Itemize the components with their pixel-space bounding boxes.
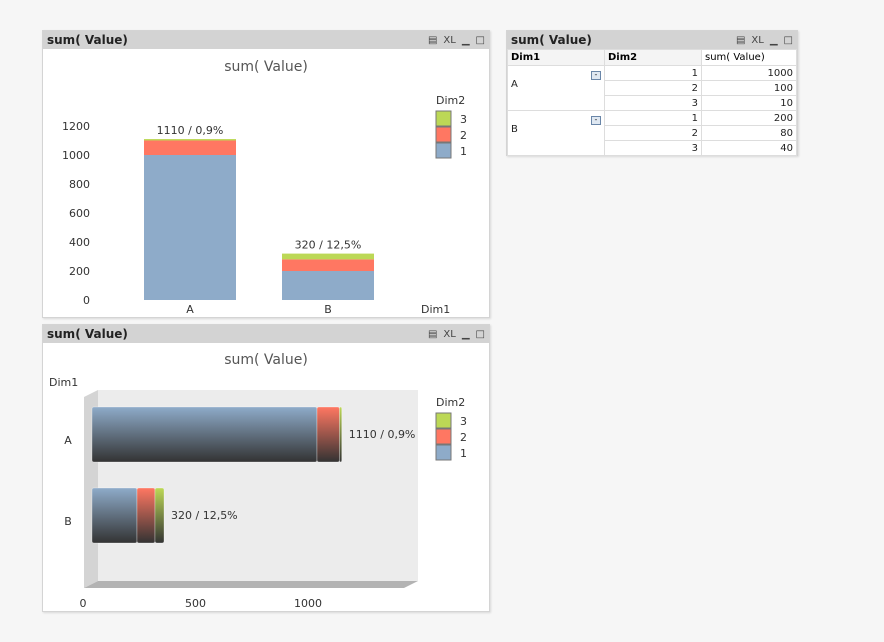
x-axis-label: Dim1 bbox=[421, 303, 450, 316]
value-cell[interactable]: 80 bbox=[701, 125, 797, 141]
maximize-icon[interactable]: □ bbox=[475, 328, 485, 340]
value-cell[interactable]: 100 bbox=[701, 80, 797, 96]
pivot-table: Dim1 Dim2 sum( Value) - A 1 1000 2 100 3 10- B 1 2… bbox=[507, 49, 797, 156]
dim2-cell[interactable]: 1 bbox=[604, 65, 702, 81]
bar-A-1 bbox=[144, 155, 236, 300]
dim2-cell[interactable]: 3 bbox=[604, 95, 702, 111]
table-caption[interactable]: sum( Value) ▤ XL ▁ □ bbox=[507, 31, 797, 49]
legend-label-1: 1 bbox=[460, 145, 467, 158]
dim2-cell[interactable]: 3 bbox=[604, 140, 702, 156]
table-row: 2 100 bbox=[508, 80, 797, 96]
x-tick-label: 1000 bbox=[294, 597, 322, 610]
bar-B-1 bbox=[91, 487, 138, 544]
bar-B-1 bbox=[282, 271, 374, 300]
caption-title: sum( Value) bbox=[511, 33, 592, 47]
chart2-box[interactable]: sum( Value) ▤ XL ▁ □ sum( Value) Dim1 1110… bbox=[42, 324, 490, 612]
y-tick-label: 0 bbox=[83, 294, 90, 307]
caption-title: sum( Value) bbox=[47, 327, 128, 341]
x-tick-label: B bbox=[324, 303, 332, 316]
legend-swatch-2 bbox=[435, 428, 452, 445]
y-tick-label: B bbox=[64, 515, 72, 528]
collapse-icon[interactable]: - bbox=[591, 71, 601, 80]
chart-title: sum( Value) bbox=[224, 352, 308, 368]
dim1-label: B bbox=[511, 124, 518, 135]
bar-A-2 bbox=[144, 140, 236, 155]
dim2-cell[interactable]: 1 bbox=[604, 110, 702, 126]
xl-icon[interactable]: XL bbox=[443, 328, 456, 340]
y-tick-label: 800 bbox=[69, 178, 90, 191]
legend-swatch-3 bbox=[435, 110, 452, 127]
x-tick-label: 500 bbox=[185, 597, 206, 610]
bar-A-3 bbox=[339, 406, 343, 463]
dim1-label: A bbox=[511, 79, 518, 90]
data-label: 320 / 12,5% bbox=[171, 509, 238, 522]
dim2-cell[interactable]: 2 bbox=[604, 80, 702, 96]
value-cell[interactable]: 10 bbox=[701, 95, 797, 111]
value-cell[interactable]: 200 bbox=[701, 110, 797, 126]
legend-label-2: 2 bbox=[460, 431, 467, 444]
bar-A-3 bbox=[144, 139, 236, 141]
table-row: - B 1 200 bbox=[507, 110, 797, 156]
y-tick-label: A bbox=[64, 434, 72, 447]
y-tick-label: 1000 bbox=[62, 149, 90, 162]
x-tick-label: A bbox=[186, 303, 194, 316]
chart2-plot: sum( Value) Dim1 1110 / 0,9% A 320 / 12,5% B 0… bbox=[49, 352, 467, 610]
legend-label-3: 3 bbox=[460, 415, 467, 428]
floor bbox=[84, 581, 418, 588]
chart1-plot: sum( Value) 0 200 400 600 800 1000 1200 1110 / 0… bbox=[62, 59, 467, 316]
minimize-icon[interactable]: ▁ bbox=[461, 34, 470, 46]
dim1-cell[interactable]: -A bbox=[507, 65, 605, 111]
legend-label-1: 1 bbox=[460, 447, 467, 460]
data-label: 320 / 12,5% bbox=[295, 239, 362, 252]
xl-icon[interactable]: XL bbox=[443, 34, 456, 46]
print-icon[interactable]: ▤ bbox=[427, 34, 438, 46]
print-icon[interactable]: ▤ bbox=[427, 328, 438, 340]
bar-B-3 bbox=[282, 253, 374, 260]
y-axis-label: Dim1 bbox=[49, 376, 78, 389]
y-tick-label: 400 bbox=[69, 236, 90, 249]
data-label: 1110 / 0,9% bbox=[349, 428, 416, 441]
x-tick-label: 0 bbox=[80, 597, 87, 610]
maximize-icon[interactable]: □ bbox=[783, 34, 793, 46]
header-dim1[interactable]: Dim1 bbox=[507, 49, 605, 66]
y-tick-label: 1200 bbox=[62, 120, 90, 133]
chart1-caption[interactable]: sum( Value) ▤ XL ▁ □ bbox=[43, 31, 489, 49]
legend-swatch-3 bbox=[435, 412, 452, 429]
data-label: 1110 / 0,9% bbox=[157, 124, 224, 137]
value-cell[interactable]: 1000 bbox=[701, 65, 797, 81]
caption-title: sum( Value) bbox=[47, 33, 128, 47]
legend-title: Dim2 bbox=[436, 396, 465, 409]
bar-B-2 bbox=[282, 259, 374, 271]
legend-swatch-1 bbox=[435, 142, 452, 159]
legend-swatch-2 bbox=[435, 126, 452, 143]
y-tick-label: 600 bbox=[69, 207, 90, 220]
chart2-caption[interactable]: sum( Value) ▤ XL ▁ □ bbox=[43, 325, 489, 343]
table-row: - A 1 1000 bbox=[507, 65, 797, 111]
print-icon[interactable]: ▤ bbox=[735, 34, 746, 46]
table-box[interactable]: sum( Value) ▤ XL ▁ □ Dim1 Dim2 sum( Valu… bbox=[506, 30, 798, 156]
legend-label-2: 2 bbox=[460, 129, 467, 142]
value-cell[interactable]: 40 bbox=[701, 140, 797, 156]
y-tick-label: 200 bbox=[69, 265, 90, 278]
chart-title: sum( Value) bbox=[224, 59, 308, 75]
dim1-cell[interactable]: -B bbox=[507, 110, 605, 156]
bar-A-2 bbox=[316, 406, 340, 463]
bar-B-3 bbox=[154, 487, 165, 544]
minimize-icon[interactable]: ▁ bbox=[461, 328, 470, 340]
legend-swatch-1 bbox=[435, 444, 452, 461]
legend-label-3: 3 bbox=[460, 113, 467, 126]
table-row: 3 40 bbox=[508, 140, 797, 156]
collapse-icon[interactable]: - bbox=[591, 116, 601, 125]
dim2-cell[interactable]: 2 bbox=[604, 125, 702, 141]
xl-icon[interactable]: XL bbox=[751, 34, 764, 46]
chart1-box[interactable]: sum( Value) ▤ XL ▁ □ sum( Value) 0 200 400 6… bbox=[42, 30, 490, 318]
maximize-icon[interactable]: □ bbox=[475, 34, 485, 46]
bar-B-2 bbox=[136, 487, 156, 544]
header-sum[interactable]: sum( Value) bbox=[701, 49, 797, 66]
legend-title: Dim2 bbox=[436, 94, 465, 107]
bar-A-1 bbox=[91, 406, 318, 463]
minimize-icon[interactable]: ▁ bbox=[769, 34, 778, 46]
table-row: 3 10 bbox=[508, 95, 797, 111]
header-dim2[interactable]: Dim2 bbox=[604, 49, 702, 66]
